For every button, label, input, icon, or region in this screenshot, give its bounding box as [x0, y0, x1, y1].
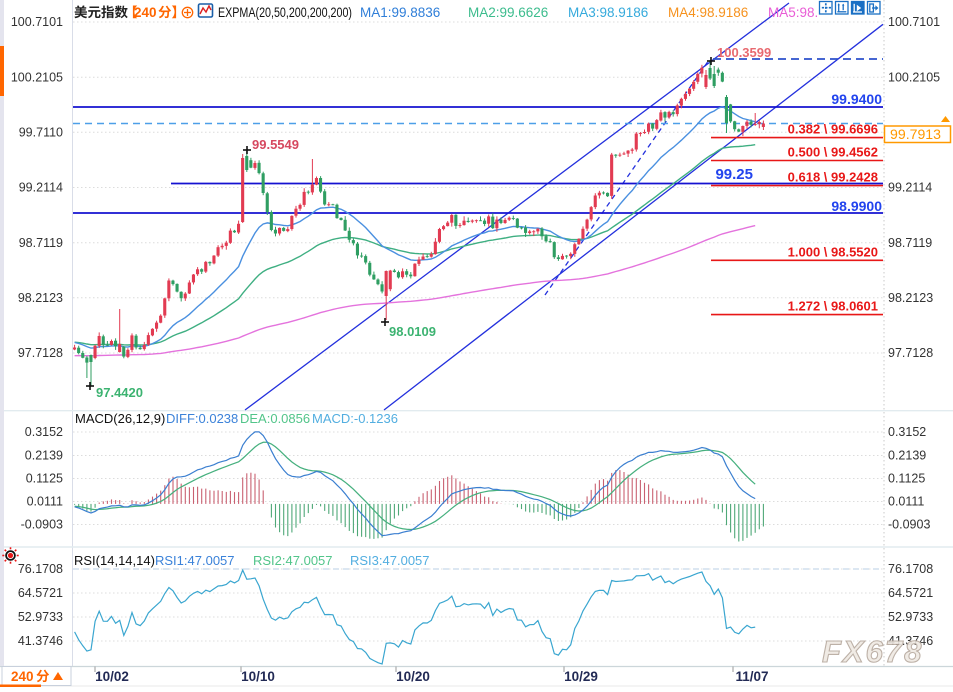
svg-text:11/07: 11/07 — [735, 669, 768, 684]
svg-text:76.1708: 76.1708 — [18, 562, 63, 576]
svg-text:99.25: 99.25 — [715, 166, 753, 183]
svg-text:98.2123: 98.2123 — [18, 291, 63, 305]
svg-text:10/20: 10/20 — [396, 669, 430, 684]
svg-text:0.382 \ 99.6696: 0.382 \ 99.6696 — [788, 122, 878, 137]
svg-text:0.0111: 0.0111 — [27, 495, 63, 509]
svg-text:99.2114: 99.2114 — [19, 181, 63, 195]
svg-text:100.7101: 100.7101 — [888, 15, 940, 29]
svg-text:RSI1:47.0057: RSI1:47.0057 — [155, 553, 235, 568]
svg-text:MA2:99.6626: MA2:99.6626 — [468, 5, 548, 20]
svg-text:RSI(14,14,14): RSI(14,14,14) — [74, 553, 155, 568]
svg-text:0.2139: 0.2139 — [25, 449, 63, 463]
svg-text:99.7110: 99.7110 — [19, 126, 63, 140]
svg-text:98.2123: 98.2123 — [888, 291, 933, 305]
svg-text:98.7119: 98.7119 — [19, 236, 63, 250]
svg-text:41.3746: 41.3746 — [18, 634, 63, 648]
svg-text:1.000 \ 98.5520: 1.000 \ 98.5520 — [788, 244, 878, 259]
svg-text:41.3746: 41.3746 — [888, 634, 933, 648]
svg-text:98.0109: 98.0109 — [389, 324, 436, 339]
svg-text:MA1:99.8836: MA1:99.8836 — [360, 5, 440, 20]
svg-text:10/02: 10/02 — [95, 669, 129, 684]
svg-text:0.618 \ 99.2428: 0.618 \ 99.2428 — [788, 170, 878, 185]
svg-text:0.0111: 0.0111 — [888, 495, 924, 509]
svg-text:100.2105: 100.2105 — [888, 70, 940, 84]
svg-text:100.2105: 100.2105 — [11, 70, 63, 84]
svg-text:0.1125: 0.1125 — [26, 472, 63, 486]
svg-text:-0.0903: -0.0903 — [21, 518, 63, 532]
svg-text:10/10: 10/10 — [241, 669, 275, 684]
svg-text:EXPMA(20,50,200,200,200): EXPMA(20,50,200,200,200) — [218, 5, 352, 20]
svg-text:97.7128: 97.7128 — [888, 346, 933, 360]
svg-text:FX678: FX678 — [822, 634, 923, 669]
svg-text:99.9400: 99.9400 — [831, 91, 882, 107]
svg-text:52.9733: 52.9733 — [18, 610, 63, 624]
svg-text:97.4420: 97.4420 — [96, 385, 143, 400]
svg-text:99.5549: 99.5549 — [252, 137, 299, 152]
svg-text:0.2139: 0.2139 — [888, 449, 926, 463]
svg-text:MA4:98.9186: MA4:98.9186 — [668, 5, 748, 20]
svg-text:RSI3:47.0057: RSI3:47.0057 — [350, 553, 430, 568]
svg-text:0.3152: 0.3152 — [888, 425, 926, 439]
svg-text:100.3599: 100.3599 — [717, 45, 771, 60]
svg-text:1.272 \ 98.0601: 1.272 \ 98.0601 — [788, 299, 878, 314]
svg-text:100.7101: 100.7101 — [11, 15, 63, 29]
svg-text:52.9733: 52.9733 — [888, 610, 933, 624]
svg-text:MA5:98.: MA5:98. — [768, 5, 818, 20]
svg-text:97.7128: 97.7128 — [18, 346, 63, 360]
svg-text:0.500 \ 99.4562: 0.500 \ 99.4562 — [788, 145, 878, 160]
svg-text:240: 240 — [11, 669, 34, 684]
svg-text:-0.0903: -0.0903 — [888, 518, 930, 532]
svg-text:240: 240 — [134, 5, 157, 20]
svg-text:99.2114: 99.2114 — [888, 181, 932, 195]
svg-text:64.5721: 64.5721 — [888, 586, 933, 600]
svg-text:98.7119: 98.7119 — [888, 236, 932, 250]
svg-text:0.1125: 0.1125 — [888, 472, 925, 486]
svg-text:0.3152: 0.3152 — [25, 425, 63, 439]
svg-text:RSI2:47.0057: RSI2:47.0057 — [253, 553, 333, 568]
svg-text:99.7913: 99.7913 — [890, 127, 941, 142]
svg-text:76.1708: 76.1708 — [888, 562, 933, 576]
svg-text:DIFF:0.0238: DIFF:0.0238 — [166, 411, 238, 426]
svg-text:64.5721: 64.5721 — [18, 586, 63, 600]
svg-text:MACD(26,12,9): MACD(26,12,9) — [75, 411, 165, 426]
svg-text:10/29: 10/29 — [564, 669, 598, 684]
svg-text:MACD:-0.1236: MACD:-0.1236 — [312, 411, 398, 426]
svg-text:DEA:0.0856: DEA:0.0856 — [240, 411, 310, 426]
svg-text:MA3:98.9186: MA3:98.9186 — [568, 5, 648, 20]
svg-text:98.9900: 98.9900 — [831, 198, 882, 214]
